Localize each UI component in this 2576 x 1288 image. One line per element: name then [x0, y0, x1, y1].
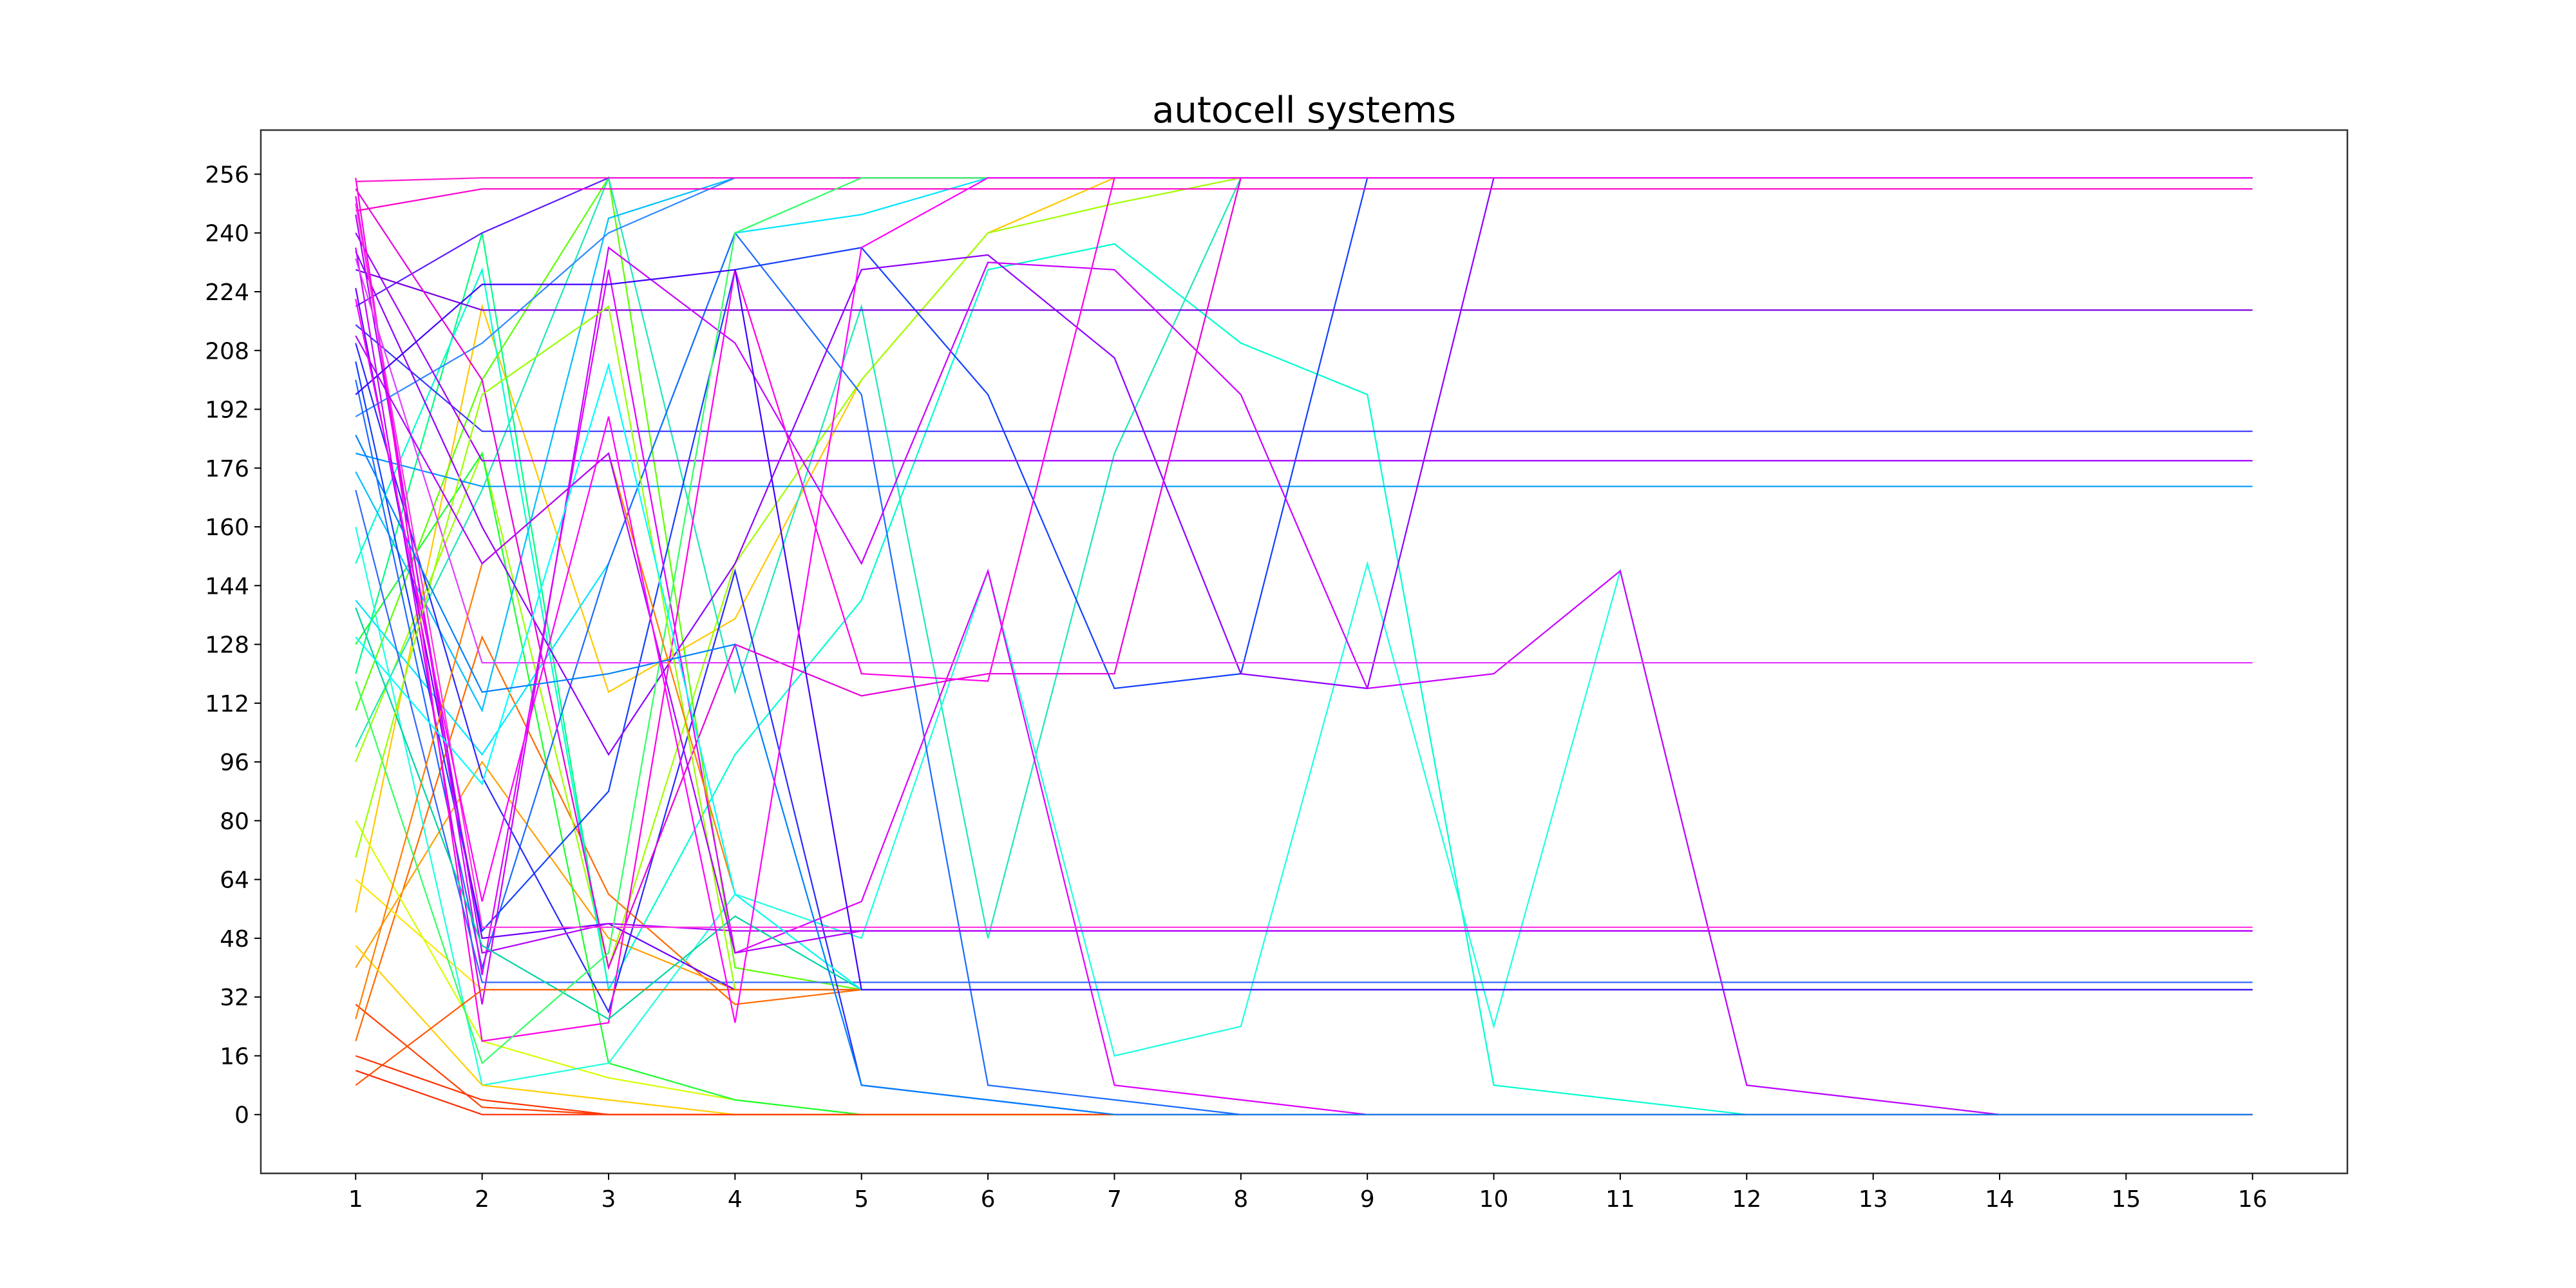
x-tick-label: 2	[475, 1186, 489, 1213]
y-tick-label: 256	[205, 162, 249, 188]
series-line-33	[355, 188, 2253, 212]
x-tick-label: 5	[854, 1186, 869, 1213]
series-line-38	[355, 607, 2253, 1020]
chart-title: autocell systems	[1152, 90, 1456, 131]
x-tick-label: 16	[2238, 1186, 2268, 1213]
series-line-26	[355, 177, 2253, 756]
y-tick-label: 208	[205, 338, 249, 365]
series-line-22	[355, 324, 2253, 432]
series-line-3	[355, 635, 2253, 1041]
series-line-8	[355, 177, 2253, 971]
series-line-23	[355, 177, 2253, 307]
x-axis: 1 2 3 4 5 6 7 8 9 10 11 12 13 14 15 16	[348, 1173, 2268, 1213]
series-line-31	[355, 177, 2253, 971]
series-line-24	[355, 288, 2253, 990]
series-line-35	[355, 203, 2253, 928]
y-tick-label: 160	[205, 515, 249, 541]
series-layer	[355, 175, 2253, 1115]
y-tick-label: 224	[205, 279, 249, 306]
series-line-36	[355, 258, 2253, 664]
series-line-44	[355, 452, 2253, 1019]
series-line-37	[355, 489, 2253, 983]
series-line-46	[355, 435, 2253, 1115]
series-line-27	[355, 232, 2253, 462]
y-tick-label: 16	[220, 1043, 249, 1070]
y-tick-label: 176	[205, 456, 249, 482]
series-line-43	[355, 1055, 2253, 1115]
series-line-1	[355, 1070, 2253, 1115]
y-tick-label: 192	[205, 397, 249, 424]
y-tick-label: 240	[205, 221, 249, 247]
y-tick-label: 32	[220, 985, 249, 1011]
y-axis: 0 16 32 48 64 80 96 112 128 144 160 176 192 208 224 240…	[205, 162, 261, 1129]
series-line-17	[355, 452, 2253, 488]
series-line-29	[355, 246, 2253, 1115]
y-tick-label: 112	[205, 691, 249, 717]
x-tick-label: 11	[1605, 1186, 1635, 1213]
series-line-20	[355, 177, 2253, 933]
x-tick-label: 14	[1985, 1186, 2014, 1213]
series-line-15	[355, 177, 2253, 756]
y-tick-label: 96	[220, 750, 249, 776]
series-line-10	[355, 451, 2253, 1115]
series-line-12	[355, 175, 2253, 939]
series-line-41	[355, 945, 2253, 1115]
y-tick-label: 80	[220, 808, 249, 835]
plot-frame	[260, 129, 2349, 1175]
series-line-45	[355, 362, 2253, 990]
x-tick-label: 1	[348, 1186, 363, 1213]
series-line-11	[355, 232, 2253, 990]
y-tick-label: 144	[205, 573, 249, 600]
x-tick-label: 3	[601, 1186, 616, 1213]
x-tick-label: 12	[1732, 1186, 1761, 1213]
series-line-47	[355, 269, 2253, 990]
series-line-21	[355, 343, 2253, 1115]
x-tick-label: 15	[2111, 1186, 2141, 1213]
series-line-49	[355, 177, 2253, 1023]
y-tick-label: 0	[234, 1103, 249, 1129]
series-line-6	[355, 878, 2253, 990]
series-line-42	[355, 989, 2253, 1086]
series-line-14	[355, 526, 2253, 1115]
x-tick-label: 6	[981, 1186, 996, 1213]
y-tick-label: 128	[205, 632, 249, 659]
x-tick-label: 7	[1107, 1186, 1122, 1213]
x-tick-label: 4	[728, 1186, 743, 1213]
x-tick-label: 9	[1360, 1186, 1375, 1213]
series-line-25	[355, 269, 2253, 311]
x-tick-label: 13	[1859, 1186, 1888, 1213]
x-tick-label: 10	[1479, 1186, 1509, 1213]
x-tick-label: 8	[1233, 1186, 1248, 1213]
y-tick-label: 64	[220, 867, 249, 894]
series-line-28	[355, 214, 2253, 954]
series-line-48	[355, 335, 2253, 954]
series-line-5	[355, 177, 2253, 913]
series-line-30	[355, 196, 2253, 1115]
y-tick-label: 48	[220, 926, 249, 952]
series-line-18	[355, 177, 2253, 417]
